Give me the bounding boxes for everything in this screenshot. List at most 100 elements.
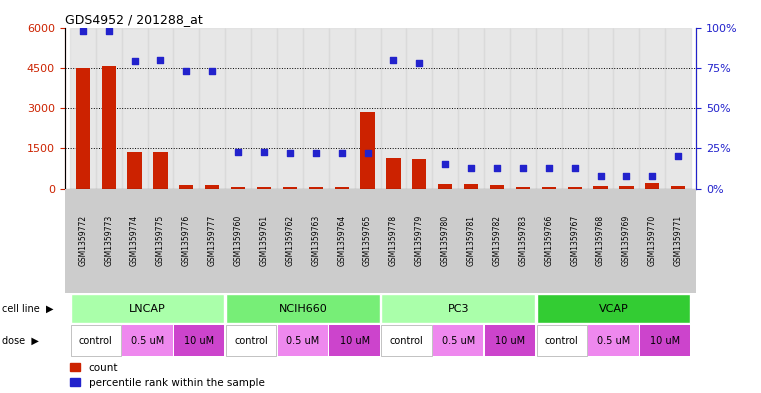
Point [336, 150, 348, 156]
Point [77, 28, 89, 34]
Text: control: control [234, 336, 268, 346]
Bar [283, 187, 297, 189]
Point [568, 165, 581, 171]
Text: GSM1359765: GSM1359765 [363, 215, 372, 266]
Text: VCAP: VCAP [599, 303, 629, 314]
Text: cell line  ▶: cell line ▶ [2, 303, 53, 314]
Bar [490, 185, 504, 189]
Point [672, 153, 684, 160]
Text: 10 uM: 10 uM [650, 336, 680, 346]
Bar [309, 187, 323, 189]
Bar [412, 159, 426, 189]
Bar [387, 158, 400, 189]
Text: GSM1359766: GSM1359766 [544, 215, 553, 266]
Point [594, 173, 607, 179]
Bar [432, 28, 458, 189]
Point [361, 150, 374, 156]
Bar [251, 28, 277, 189]
Point [543, 165, 555, 171]
Text: control: control [545, 336, 578, 346]
Text: GSM1359779: GSM1359779 [415, 215, 424, 266]
Bar [438, 184, 452, 189]
Text: GSM1359783: GSM1359783 [518, 215, 527, 266]
Point [284, 150, 296, 156]
Text: GSM1359781: GSM1359781 [466, 215, 476, 266]
Bar [542, 187, 556, 189]
Text: GSM1359762: GSM1359762 [285, 215, 295, 266]
Bar [148, 28, 174, 189]
Text: 0.5 uM: 0.5 uM [597, 336, 630, 346]
Text: 10 uM: 10 uM [495, 336, 525, 346]
Text: GSM1359768: GSM1359768 [596, 215, 605, 266]
Bar [231, 187, 245, 189]
Text: GSM1359777: GSM1359777 [208, 215, 217, 266]
Text: GSM1359773: GSM1359773 [104, 215, 113, 266]
Point [620, 173, 632, 179]
Point [103, 28, 115, 34]
Text: 0.5 uM: 0.5 uM [286, 336, 320, 346]
Text: GSM1359767: GSM1359767 [570, 215, 579, 266]
Bar [174, 28, 199, 189]
Text: GSM1359763: GSM1359763 [311, 215, 320, 266]
Point [129, 58, 141, 64]
Bar [516, 187, 530, 189]
Bar [587, 28, 613, 189]
Bar [257, 187, 271, 189]
Point [180, 68, 193, 74]
Bar [205, 185, 219, 189]
Point [517, 165, 529, 171]
Bar [70, 28, 96, 189]
Text: 10 uM: 10 uM [184, 336, 215, 346]
Text: GSM1359764: GSM1359764 [337, 215, 346, 266]
Bar [594, 187, 607, 189]
Point [232, 149, 244, 155]
Bar [510, 28, 536, 189]
Bar [458, 28, 484, 189]
Text: 10 uM: 10 uM [339, 336, 370, 346]
Bar [645, 183, 660, 189]
Text: NCIH660: NCIH660 [279, 303, 327, 314]
Bar [562, 28, 587, 189]
Bar [180, 185, 193, 189]
Point [646, 173, 658, 179]
Text: GSM1359780: GSM1359780 [441, 215, 450, 266]
Text: 0.5 uM: 0.5 uM [131, 336, 164, 346]
Point [154, 57, 167, 63]
Bar [619, 187, 634, 189]
Bar [464, 184, 478, 189]
Text: GSM1359771: GSM1359771 [673, 215, 683, 266]
Bar [225, 28, 251, 189]
Text: LNCAP: LNCAP [129, 303, 166, 314]
Bar [639, 28, 665, 189]
Point [465, 165, 477, 171]
Bar [568, 187, 581, 189]
Point [258, 149, 270, 155]
Text: GSM1359776: GSM1359776 [182, 215, 191, 266]
Text: GSM1359761: GSM1359761 [260, 215, 269, 266]
Bar [122, 28, 148, 189]
Point [491, 165, 503, 171]
Bar [665, 28, 691, 189]
Bar [536, 28, 562, 189]
Text: GSM1359775: GSM1359775 [156, 215, 165, 266]
Text: GSM1359772: GSM1359772 [78, 215, 88, 266]
Bar [127, 152, 142, 189]
Text: dose  ▶: dose ▶ [2, 336, 38, 346]
Bar [380, 28, 406, 189]
Bar [406, 28, 432, 189]
Text: GDS4952 / 201288_at: GDS4952 / 201288_at [65, 13, 202, 26]
Bar [154, 152, 167, 189]
Text: GSM1359770: GSM1359770 [648, 215, 657, 266]
Text: GSM1359782: GSM1359782 [492, 215, 501, 266]
Bar [335, 187, 349, 189]
Text: PC3: PC3 [447, 303, 469, 314]
Bar [96, 28, 122, 189]
Bar [75, 68, 90, 189]
Text: control: control [79, 336, 113, 346]
Point [387, 57, 400, 63]
Point [310, 150, 322, 156]
Bar [671, 187, 686, 189]
Text: control: control [390, 336, 423, 346]
Point [413, 60, 425, 66]
Bar [199, 28, 225, 189]
